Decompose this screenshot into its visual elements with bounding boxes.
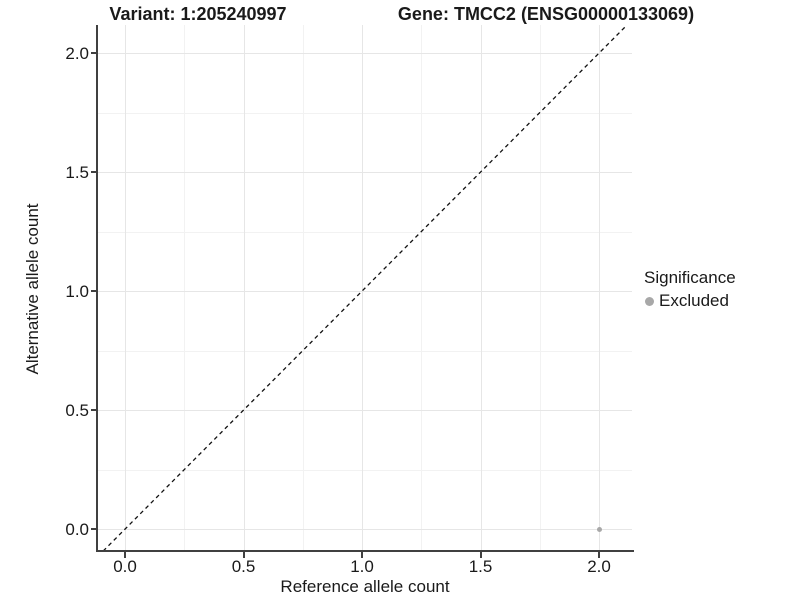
x-major-gridline (243, 25, 245, 551)
legend: Significance Excluded (644, 268, 736, 311)
y-tick-label: 1.0 (65, 281, 89, 301)
legend-item-label: Excluded (659, 291, 729, 310)
x-major-gridline (362, 25, 364, 551)
x-tick-label: 2.0 (587, 557, 611, 576)
y-minor-gridline (98, 469, 632, 471)
x-tick-mark (598, 552, 601, 558)
x-tick-mark (479, 552, 482, 558)
y-tick-label: 2.0 (65, 43, 89, 63)
y-major-gridline (98, 291, 632, 293)
identity-dashed-line (102, 25, 628, 551)
y-minor-gridline (98, 350, 632, 352)
y-axis-line (96, 25, 98, 552)
data-point (596, 526, 602, 532)
x-minor-gridline (184, 25, 186, 551)
x-major-gridline (125, 25, 127, 551)
y-major-gridline (98, 53, 632, 55)
x-tick-label: 1.5 (468, 557, 493, 576)
y-major-gridline (98, 529, 632, 531)
x-major-gridline (480, 25, 482, 551)
y-minor-gridline (98, 112, 632, 114)
x-tick-mark (361, 552, 364, 558)
x-major-gridline (599, 25, 601, 551)
y-tick-mark (91, 528, 97, 531)
y-tick-label: 0.0 (65, 519, 89, 539)
y-minor-gridline (98, 231, 632, 233)
plot-title-gene: Gene: TMCC2 (ENSG00000133069) (397, 4, 695, 24)
y-tick-label: 0.5 (65, 400, 89, 420)
legend-item-excluded: Excluded (644, 291, 736, 311)
x-minor-gridline (421, 25, 423, 551)
legend-point-marker-icon (645, 296, 654, 306)
x-axis-line (96, 550, 634, 552)
legend-title: Significance (644, 268, 736, 287)
x-tick-label: 0.5 (231, 557, 256, 576)
y-tick-mark (91, 409, 97, 412)
y-tick-mark (91, 171, 97, 174)
y-tick-mark (91, 52, 97, 55)
y-major-gridline (98, 172, 632, 174)
x-minor-gridline (539, 25, 541, 551)
x-tick-label: 1.0 (350, 557, 374, 576)
x-axis-label: Reference allele count (280, 577, 450, 596)
y-tick-mark (91, 290, 97, 293)
x-tick-mark (242, 552, 245, 558)
x-tick-label: 0.0 (113, 557, 137, 576)
plot-panel (98, 25, 632, 551)
plot-title-variant: Variant: 1:205240997 (109, 4, 287, 24)
y-axis-label: Alternative allele count (23, 203, 42, 375)
x-tick-mark (124, 552, 127, 558)
y-tick-label: 1.5 (65, 162, 89, 182)
y-major-gridline (98, 410, 632, 412)
x-minor-gridline (302, 25, 304, 551)
